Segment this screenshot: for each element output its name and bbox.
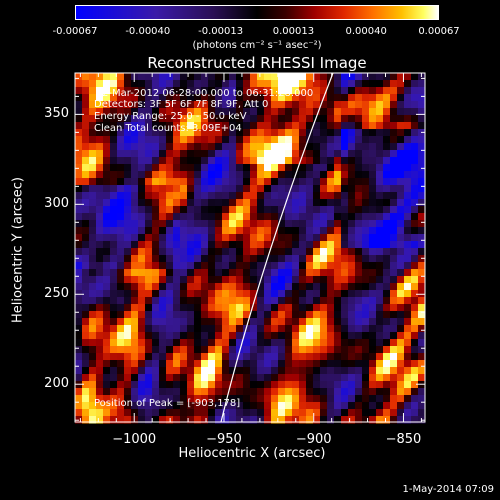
x-tick-label: −850: [385, 432, 422, 447]
colorbar-tick-label: -0.00013: [198, 26, 244, 37]
heatmap-image: [75, 73, 426, 424]
y-tick-label: 200: [44, 376, 69, 392]
colorbar: [75, 5, 439, 20]
x-tick-label: −1000: [112, 432, 157, 447]
annotation-time-range: 2-Mar-2012 06:28:00.000 to 06:31:28.000: [102, 88, 314, 99]
colorbar-unit: (photons cm⁻² s⁻¹ asec⁻²): [192, 40, 322, 51]
y-tick-label: 250: [44, 286, 69, 302]
annotation-total-counts: Clean Total counts: 3.09E+04: [94, 123, 242, 134]
annotation-energy-range: Energy Range: 25.0 - 50.0 keV: [94, 111, 247, 122]
colorbar-tick-label: 0.00067: [418, 26, 460, 37]
x-tick-label: −900: [295, 432, 332, 447]
colorbar-ticks: -0.00067 -0.00040 -0.00013 0.00013 0.00040 0.…: [0, 20, 500, 48]
plot-frame: [74, 72, 426, 423]
solar-limb-curve: [220, 72, 334, 423]
y-tick-label: 350: [44, 106, 69, 122]
colorbar-tick-label: -0.00067: [52, 26, 98, 37]
x-tick-label: −950: [206, 432, 242, 447]
colorbar-tick-label: 0.00013: [272, 26, 315, 37]
y-axis-label: Heliocentric Y (arcsec): [10, 177, 26, 323]
peak-position-label: Position of Peak = [-903,178]: [94, 398, 241, 409]
colorbar-tick-label: -0.00040: [125, 26, 171, 37]
y-tick-label: 300: [44, 196, 69, 212]
x-axis-label: Heliocentric X (arcsec): [178, 446, 326, 461]
chart-title: Reconstructed RHESSI Image: [147, 54, 367, 72]
colorbar-tick-label: 0.00040: [345, 26, 387, 37]
annotation-detectors: Detectors: 3F 5F 6F 7F 8F 9F, Att 0: [94, 99, 269, 110]
timestamp: 1-May-2014 07:09: [402, 484, 494, 495]
